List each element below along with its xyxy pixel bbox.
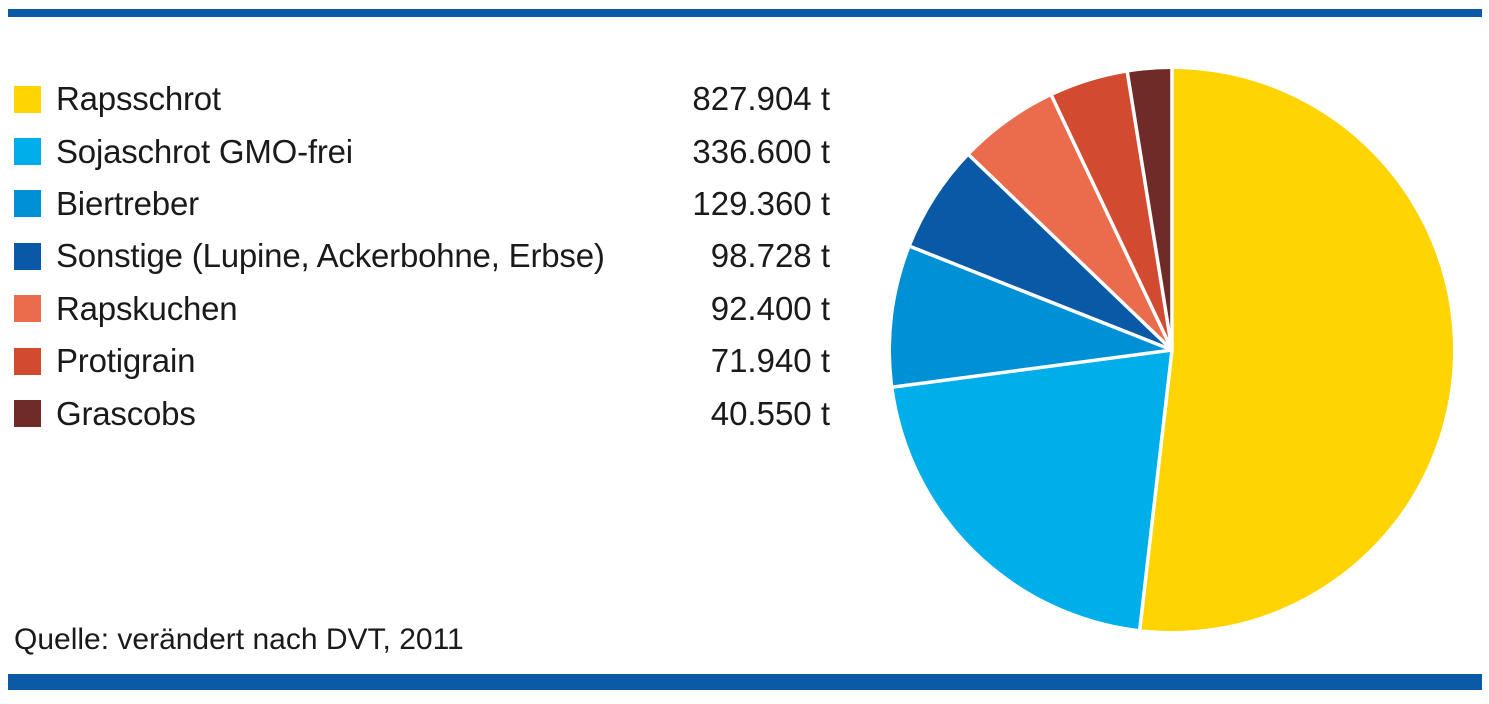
- slice-separator: [893, 348, 1173, 389]
- legend-swatch: [14, 190, 41, 218]
- legend-label: Sojaschrot GMO-frei: [56, 132, 353, 170]
- legend-label: Grascobs: [56, 394, 196, 432]
- pie-slice: [910, 155, 1172, 350]
- slice-separator: [1125, 72, 1174, 351]
- source-note: Quelle: verändert nach DVT, 2011: [14, 623, 464, 656]
- legend-swatch: [14, 85, 41, 113]
- slice-separator: [910, 245, 1173, 352]
- legend-row: Rapsschrot 827.904 t: [14, 73, 830, 125]
- top-accent-bar: [8, 9, 1482, 17]
- slice-separator: [1138, 349, 1174, 630]
- pie-slice: [893, 350, 1172, 630]
- legend-value: 92.400 t: [710, 289, 830, 327]
- legend-row: Rapskuchen 92.400 t: [14, 283, 830, 335]
- pie-slice: [1139, 69, 1453, 631]
- legend-value: 40.550 t: [710, 394, 830, 432]
- pie-slice: [969, 96, 1172, 350]
- pie-chart: [891, 69, 1453, 631]
- legend-label: Rapsschrot: [56, 80, 221, 118]
- legend-swatch: [14, 138, 41, 166]
- legend-row: Grascobs 40.550 t: [14, 387, 830, 439]
- legend-label: Sonstige (Lupine, Ackerbohne, Erbse): [56, 237, 605, 275]
- legend-row: Sonstige (Lupine, Ackerbohne, Erbse) 98.7…: [14, 230, 830, 282]
- legend-value: 98.728 t: [710, 237, 830, 275]
- bottom-accent-bar: [8, 674, 1482, 690]
- legend-row: Biertreber 129.360 t: [14, 178, 830, 230]
- legend-swatch: [14, 347, 41, 375]
- legend-value: 827.904 t: [692, 80, 830, 118]
- legend-swatch: [14, 242, 41, 270]
- chart-legend: Rapsschrot 827.904 t Sojaschrot GMO-frei 33…: [14, 73, 830, 440]
- legend-row: Protigrain 71.940 t: [14, 335, 830, 387]
- legend-swatch: [14, 295, 41, 323]
- legend-label: Rapskuchen: [56, 289, 238, 327]
- slice-separator: [968, 154, 1174, 352]
- legend-label: Protigrain: [56, 342, 196, 380]
- slice-separator: [1050, 95, 1174, 351]
- legend-label: Biertreber: [56, 184, 199, 222]
- legend-row: Sojaschrot GMO-frei 336.600 t: [14, 125, 830, 177]
- legend-swatch: [14, 400, 41, 428]
- legend-value: 129.360 t: [692, 184, 830, 222]
- pie-slice: [1051, 72, 1172, 350]
- legend-value: 71.940 t: [710, 342, 830, 380]
- pie-slice: [891, 246, 1172, 388]
- legend-value: 336.600 t: [692, 132, 830, 170]
